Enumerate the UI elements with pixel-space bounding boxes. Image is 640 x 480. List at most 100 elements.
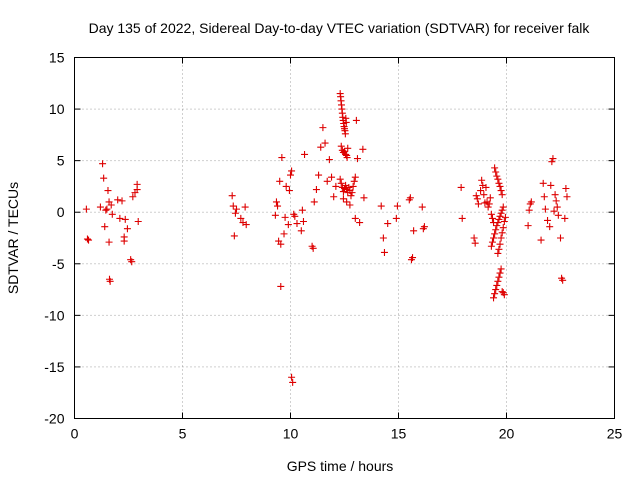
data-point	[359, 145, 367, 153]
data-point	[377, 202, 385, 210]
data-point	[492, 286, 500, 294]
y-tick-label: 15	[49, 50, 65, 66]
data-point	[491, 230, 499, 238]
data-point	[498, 191, 506, 199]
data-point	[83, 235, 91, 243]
data-point	[495, 179, 503, 187]
data-point	[406, 194, 414, 202]
data-point	[282, 182, 290, 190]
data-point	[114, 196, 122, 204]
data-point	[499, 203, 507, 211]
data-point	[539, 179, 547, 187]
data-point	[337, 179, 345, 187]
data-point	[85, 236, 93, 244]
data-point	[458, 214, 466, 222]
data-point	[348, 189, 356, 197]
data-point	[540, 193, 548, 201]
data-point	[552, 197, 560, 205]
data-point	[108, 210, 116, 218]
data-point	[493, 281, 501, 289]
y-axis-title: SDTVAR / TECUs	[5, 182, 21, 294]
data-point	[561, 214, 569, 222]
data-point	[482, 183, 490, 191]
data-point	[492, 226, 500, 234]
data-point	[420, 223, 428, 231]
data-point	[557, 234, 564, 242]
data-point	[498, 206, 506, 214]
x-tick-label: 25	[607, 426, 623, 442]
x-tick-label: 0	[71, 426, 79, 442]
data-point	[352, 116, 360, 124]
data-point	[128, 258, 136, 266]
data-point	[551, 191, 559, 199]
data-point	[321, 139, 329, 147]
data-point	[548, 158, 556, 166]
data-point	[351, 173, 359, 181]
data-point	[393, 202, 401, 210]
data-point	[491, 290, 499, 298]
data-point	[330, 193, 338, 201]
data-markers	[82, 90, 571, 386]
data-point	[297, 227, 305, 235]
data-point	[549, 155, 557, 163]
data-point	[100, 174, 108, 182]
chart-title: Day 135 of 2022, Sidereal Day-to-day VTE…	[89, 20, 591, 36]
data-point	[336, 175, 344, 183]
data-point	[497, 265, 505, 273]
data-point	[101, 223, 109, 231]
data-point	[325, 156, 333, 164]
data-point	[384, 220, 392, 228]
data-point	[345, 183, 353, 191]
data-point	[499, 224, 507, 232]
tick-labels: 0 5 10 15 20 25 -20 -15 -10 -5 0 5 10 15	[44, 50, 622, 442]
data-point	[379, 234, 387, 242]
data-point	[496, 240, 504, 248]
data-point	[410, 227, 418, 235]
data-point	[497, 209, 505, 217]
y-tick-label: -20	[44, 411, 64, 427]
data-point	[487, 210, 495, 218]
data-point	[392, 214, 400, 222]
data-point	[546, 223, 554, 231]
data-point	[494, 249, 502, 257]
data-point	[298, 206, 306, 214]
data-point	[500, 217, 508, 225]
data-point	[495, 273, 503, 281]
data-point	[492, 168, 500, 176]
data-point	[494, 175, 502, 183]
data-point	[281, 213, 289, 221]
data-point	[537, 236, 545, 244]
data-point	[284, 221, 292, 229]
data-point	[237, 214, 245, 222]
data-point	[563, 193, 571, 201]
data-point	[123, 225, 131, 233]
data-point	[470, 234, 478, 242]
grid-lines	[74, 57, 615, 419]
y-tick-label: 5	[57, 153, 65, 169]
data-point	[342, 118, 350, 126]
data-point	[289, 378, 297, 386]
data-point	[487, 242, 495, 250]
data-point	[276, 177, 284, 185]
data-point	[285, 187, 293, 195]
data-point	[99, 160, 107, 168]
y-tick-label: -15	[44, 359, 64, 375]
data-point	[229, 202, 237, 210]
data-point	[472, 192, 480, 200]
data-point	[277, 282, 285, 290]
data-point	[351, 214, 359, 222]
data-point	[312, 186, 320, 194]
x-tick-label: 15	[391, 426, 407, 442]
data-point	[332, 182, 340, 190]
data-point	[344, 144, 352, 152]
data-point	[343, 198, 351, 206]
y-tick-label: 10	[49, 101, 65, 117]
data-point	[242, 221, 250, 229]
data-point	[230, 232, 238, 240]
data-point	[287, 171, 294, 179]
data-point	[524, 222, 532, 230]
data-point	[274, 202, 282, 210]
data-point	[527, 198, 535, 206]
data-point	[500, 291, 508, 299]
